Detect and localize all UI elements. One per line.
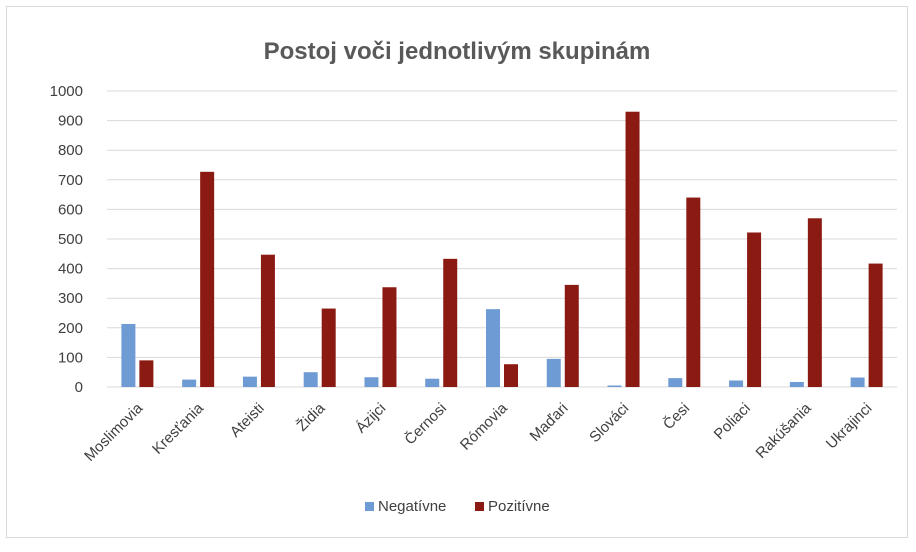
y-tick-label: 100 — [58, 349, 83, 366]
bar-positive — [564, 284, 579, 387]
bar-negative — [546, 358, 561, 387]
x-category-label: Ázijci — [353, 400, 390, 437]
bar-negative — [182, 379, 197, 387]
chart-frame: Postoj voči jednotlivým skupinám 0 100 200… — [6, 6, 908, 538]
y-tick-label: 700 — [58, 172, 83, 189]
y-tick-label: 400 — [58, 261, 83, 278]
bar-negative — [121, 323, 136, 387]
x-category-label: Slováci — [586, 400, 632, 446]
bar-positive — [686, 197, 701, 387]
bar-negative — [486, 309, 500, 387]
bar-chart: Postoj voči jednotlivým skupinám 0 100 200… — [50, 38, 897, 515]
bar-negative — [729, 380, 744, 387]
x-category-label: Rómovia — [457, 399, 511, 453]
x-category-label: Česi — [660, 400, 693, 433]
bar-negative — [668, 378, 683, 387]
bars — [121, 111, 883, 387]
x-category-label: Židia — [294, 399, 329, 434]
x-category-label: Ukrajinci — [823, 400, 876, 453]
legend-label-positive: Pozitívne — [488, 498, 550, 515]
x-category-label: Ateisti — [227, 400, 268, 441]
gridlines — [107, 90, 897, 388]
y-tick-label: 500 — [58, 231, 83, 248]
x-category-label: Maďari — [527, 400, 572, 445]
x-category-label: Moslimovia — [81, 399, 147, 465]
bar-positive — [747, 232, 762, 387]
legend: Negatívne Pozitívne — [365, 498, 550, 515]
x-category-label: Černosi — [401, 400, 450, 449]
y-tick-label: 800 — [58, 142, 83, 159]
bar-negative — [607, 385, 622, 387]
y-tick-label: 900 — [58, 113, 83, 130]
bar-negative — [789, 381, 804, 387]
bar-positive — [139, 360, 154, 387]
bar-positive — [504, 364, 518, 387]
bar-positive — [200, 171, 215, 387]
x-category-label: Kresťania — [149, 399, 207, 457]
bar-positive — [807, 218, 822, 387]
bar-positive — [382, 287, 397, 387]
y-axis-ticks: 0 100 200 300 400 500 600 700 800 900 1000 — [50, 83, 83, 396]
bar-negative — [242, 376, 257, 387]
bar-negative — [364, 377, 379, 387]
x-axis-categories: Moslimovia Kresťania Ateisti Židia Ázijci Čer… — [81, 399, 875, 465]
y-tick-label: 300 — [58, 290, 83, 307]
bar-negative — [850, 377, 865, 387]
y-tick-label: 0 — [75, 379, 83, 396]
bar-negative — [303, 372, 318, 387]
legend-swatch-positive — [475, 502, 484, 511]
bar-positive — [260, 254, 275, 387]
y-tick-label: 600 — [58, 201, 83, 218]
chart-title: Postoj voči jednotlivým skupinám — [264, 38, 651, 65]
y-tick-label: 200 — [58, 320, 83, 337]
x-category-label: Rakúšania — [753, 399, 816, 462]
bar-positive — [625, 111, 640, 387]
legend-label-negative: Negatívne — [378, 498, 446, 515]
bar-positive — [868, 263, 883, 387]
y-tick-label: 1000 — [50, 83, 83, 100]
x-category-label: Poliaci — [711, 400, 754, 443]
legend-swatch-negative — [365, 502, 374, 511]
bar-positive — [443, 258, 458, 387]
bar-positive — [321, 308, 336, 387]
bar-negative — [425, 378, 440, 387]
